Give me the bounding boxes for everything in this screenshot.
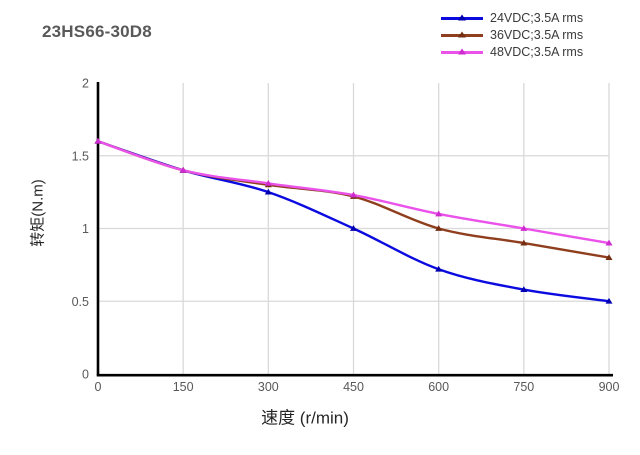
- data-point-marker: [435, 225, 443, 231]
- legend-label: 24VDC;3.5A rms: [490, 11, 584, 25]
- x-tick-label: 900: [599, 380, 620, 394]
- legend-item-48vdc: 48VDC;3.5A rms: [441, 44, 583, 60]
- legend-item-36vdc: 36VDC;3.5A rms: [441, 27, 583, 43]
- x-tick-label: 0: [95, 380, 102, 394]
- legend-line-sample: [441, 14, 483, 21]
- y-tick-label: 1.5: [72, 149, 89, 163]
- x-axis-title: 速度 (r/min): [261, 408, 349, 428]
- data-point-marker: [520, 239, 528, 246]
- data-point-marker: [264, 179, 272, 186]
- y-tick-label: 2: [82, 77, 89, 91]
- x-tick-label: 300: [258, 380, 279, 394]
- y-axis-title: 转矩(N.m): [29, 179, 47, 247]
- triangle-marker-icon: [458, 48, 466, 55]
- legend-item-24vdc: 24VDC;3.5A rms: [441, 10, 583, 26]
- data-point-marker: [435, 210, 443, 217]
- triangle-marker-icon: [458, 14, 466, 21]
- y-tick-label: 0: [82, 368, 89, 382]
- data-point-marker: [605, 297, 613, 304]
- legend-line-sample: [441, 48, 483, 55]
- data-point-marker: [605, 239, 613, 246]
- x-tick-label: 150: [173, 380, 194, 394]
- legend-line-sample: [441, 31, 483, 38]
- data-point-marker: [350, 225, 357, 231]
- y-tick-label: 0.5: [72, 295, 89, 309]
- triangle-marker-icon: [458, 31, 466, 38]
- data-point-marker: [350, 191, 357, 198]
- data-point-marker: [605, 254, 613, 260]
- data-point-marker: [520, 225, 528, 231]
- x-tick-label: 600: [428, 380, 449, 394]
- x-tick-label: 450: [343, 380, 364, 394]
- legend: 24VDC;3.5A rms 36VDC;3.5A rms 48VDC;3.5A…: [441, 10, 583, 61]
- x-tick-label: 750: [513, 380, 534, 394]
- data-point-marker: [94, 137, 102, 144]
- data-point-marker: [179, 166, 187, 173]
- legend-label: 36VDC;3.5A rms: [490, 28, 584, 42]
- chart-title: 23HS66-30D8: [42, 22, 152, 41]
- legend-label: 48VDC;3.5A rms: [490, 45, 584, 59]
- data-point-marker: [435, 265, 443, 272]
- y-tick-label: 1: [82, 222, 89, 236]
- data-point-marker: [520, 286, 528, 293]
- data-point-marker: [264, 188, 272, 195]
